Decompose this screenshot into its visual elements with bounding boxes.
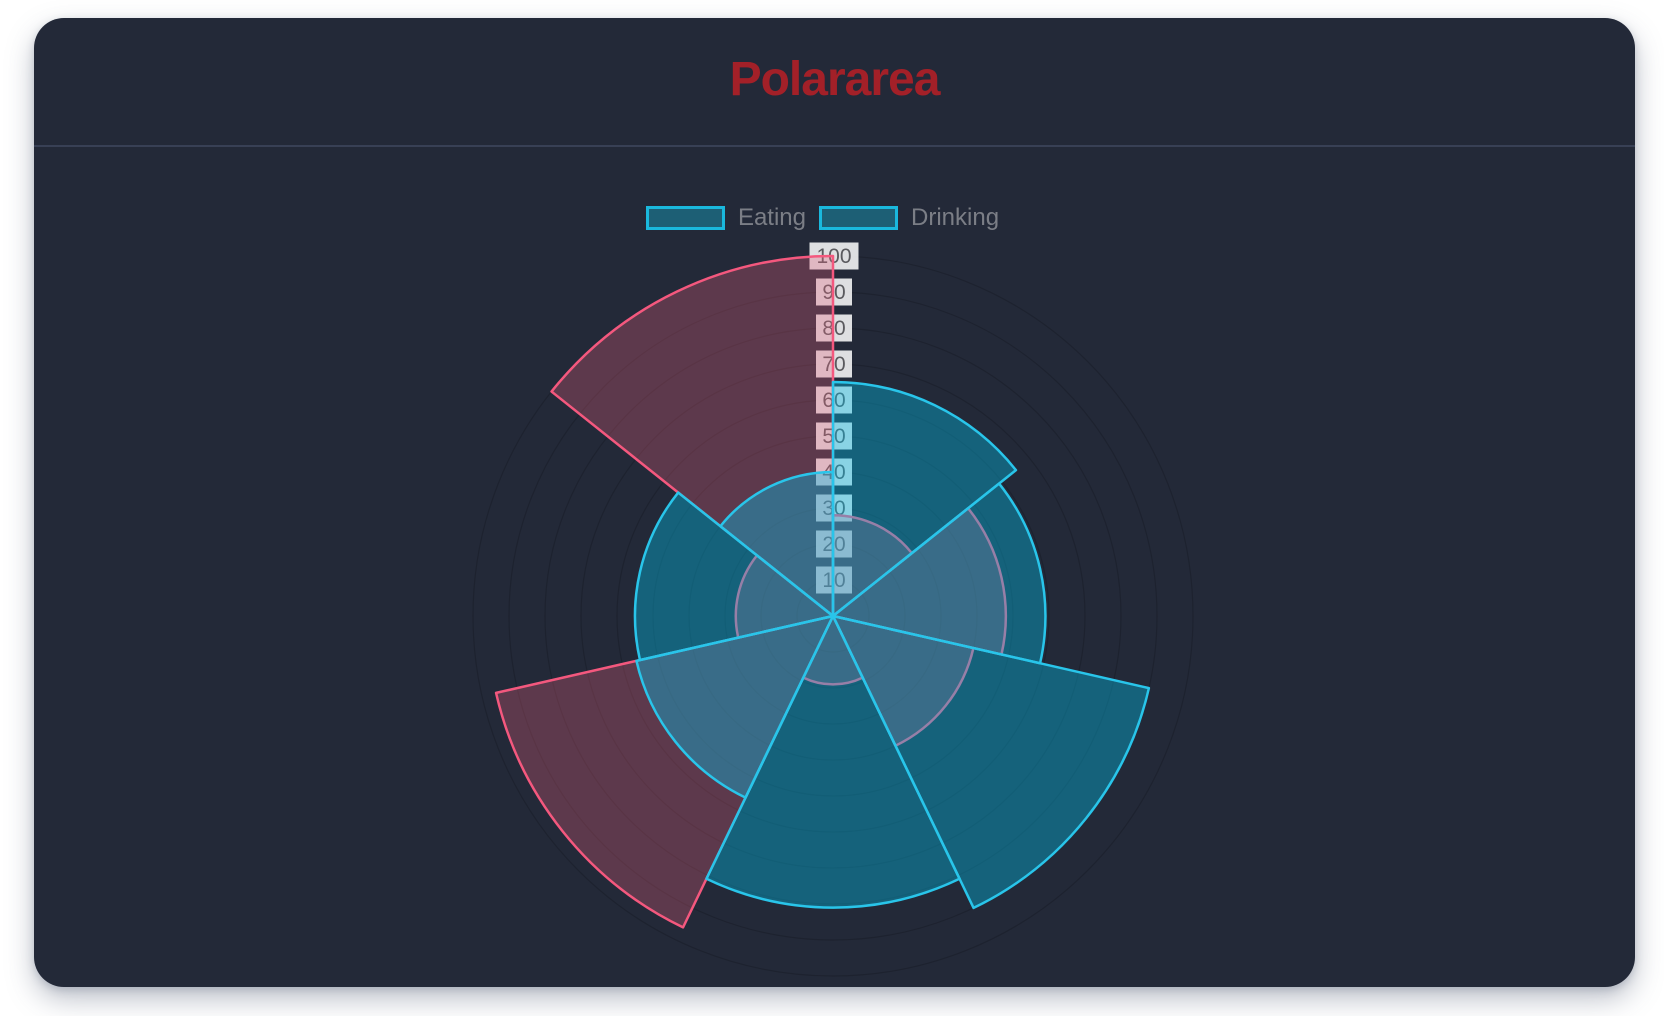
chart-legend: Eating Drinking [34, 206, 1611, 230]
legend-swatch-eating [645, 206, 725, 230]
legend-label-eating: Eating [737, 204, 807, 231]
legend-item-eating[interactable]: Eating [645, 204, 807, 231]
polar-sector-series-front-cyan-0[interactable] [831, 380, 1018, 618]
header-divider [34, 145, 1635, 147]
polar-sector-series-back-pink-0[interactable] [831, 513, 914, 618]
polar-sector-series-front-cyan-5[interactable] [633, 491, 835, 662]
polar-sector-series-back-pink-2[interactable] [831, 614, 975, 747]
polar-sector-series-back-pink-5[interactable] [734, 554, 835, 639]
polar-sector-series-front-cyan-6[interactable] [719, 470, 835, 618]
polar-sector-series-front-cyan-3[interactable] [705, 614, 961, 909]
polar-sector-series-back-pink-6[interactable] [550, 254, 835, 618]
legend-swatch-drinking [819, 206, 899, 230]
legend-label-drinking: Drinking [911, 204, 1000, 231]
polar-sector-series-back-pink-1[interactable] [831, 507, 1008, 656]
chart-card: Polararea Eating Drinking 10203040506070… [34, 18, 1635, 987]
polar-area-chart[interactable]: 102030405060708090100 [34, 18, 1635, 987]
polar-sector-series-front-cyan-1[interactable] [831, 482, 1047, 665]
legend-item-drinking[interactable]: Drinking [819, 206, 999, 230]
polar-sector-series-front-cyan-4[interactable] [635, 614, 835, 799]
page-title: Polararea [729, 53, 941, 106]
polar-sector-series-front-cyan-2[interactable] [831, 614, 1151, 910]
polar-sector-series-back-pink-4[interactable] [494, 614, 835, 929]
